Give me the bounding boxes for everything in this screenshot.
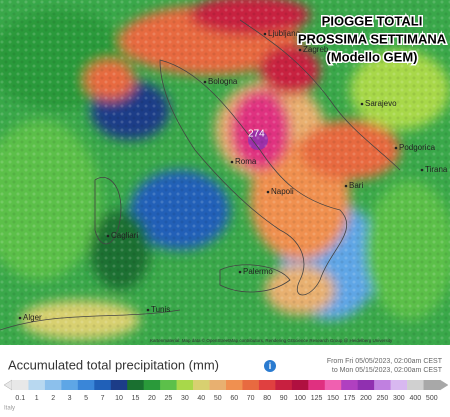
place-label: Cagliari [111, 231, 138, 240]
legend-title: Accumulated total precipitation (mm) [8, 357, 219, 372]
place-label: Zagreb [303, 45, 329, 54]
place-dot [106, 234, 110, 238]
place-dot [203, 80, 207, 84]
colorbar-segment [407, 380, 424, 390]
place-dot [18, 316, 22, 320]
colorbar-label: 70 [247, 395, 255, 402]
colorbar-label: 0.1 [15, 395, 25, 402]
colorbar-segment [127, 380, 144, 390]
info-icon[interactable] [264, 360, 276, 372]
colorbar-label: 50 [214, 395, 222, 402]
colorbar-label: 300 [393, 395, 405, 402]
colorbar-label: 200 [360, 395, 372, 402]
place-dot [238, 270, 242, 274]
place-dot [394, 146, 398, 150]
colorbar-label: 125 [311, 395, 323, 402]
colorbar-label: 175 [344, 395, 356, 402]
overlay-title: PIOGGE TOTALI PROSSIMA SETTIMANA (Modell… [296, 12, 448, 66]
place-label: Podgorica [399, 143, 436, 152]
place-dot [263, 32, 267, 36]
colorbar-segment [193, 380, 210, 390]
colorbar-label: 60 [230, 395, 238, 402]
place-label: Ljubljana [268, 29, 301, 38]
colorbar-segment [209, 380, 227, 390]
colorbar-segment [275, 380, 293, 390]
colorbar-segment [308, 380, 326, 390]
colorbar-label: 5 [84, 395, 88, 402]
colorbar-segment [357, 380, 375, 390]
colorbar-label: 7 [101, 395, 105, 402]
place-label: Roma [235, 157, 257, 166]
colorbar-label: 90 [280, 395, 288, 402]
colorbar-segment [341, 380, 358, 390]
place-label: Palermo [243, 267, 273, 276]
colorbar-label: 1 [35, 395, 39, 402]
colorbar-segment [12, 380, 29, 390]
colorbar-segment [423, 380, 441, 390]
colorbar-label: 250 [377, 395, 389, 402]
colorbar-segment [324, 380, 342, 390]
colorbar-segment [160, 380, 177, 390]
place-label: Bari [349, 181, 363, 190]
colorbar-segment [94, 380, 112, 390]
date-from: From Fri 05/05/2023, 02:00am CEST [327, 358, 443, 365]
colorbar-label: 15 [132, 395, 140, 402]
date-to: to Mon 05/15/2023, 02:00am CEST [332, 367, 443, 374]
place-label: Napoli [271, 187, 294, 196]
place-label: Sarajevo [365, 99, 397, 108]
footer-text: Italy [4, 406, 15, 412]
colorbar-segment [226, 380, 243, 390]
place-dot [230, 160, 234, 164]
colorbar-segment [291, 380, 309, 390]
colorbar-label: 25 [164, 395, 172, 402]
overlay-line: PIOGGE TOTALI [322, 13, 423, 28]
colorbar-segment [242, 380, 260, 390]
place-label: Alger [23, 313, 42, 322]
colorbar-segment [176, 380, 194, 390]
colorbar-segment [390, 380, 408, 390]
place-dot [298, 48, 302, 52]
colorbar-label: 80 [263, 395, 271, 402]
colorbar-segment [61, 380, 79, 390]
place-dot [146, 308, 150, 312]
colorbar-label: 500 [426, 395, 438, 402]
colorbar-segment [44, 380, 62, 390]
colorbar: 0.1 1 2 3 5 7 10 15 20 25 30 40 50 60 70 80 90 100 125 150 1… [3, 379, 449, 402]
place-label: Bologna [208, 77, 238, 86]
colorbar-label: 20 [148, 395, 156, 402]
colorbar-label: 10 [115, 395, 123, 402]
attribution: Kartenmaterial: Map data © OpenStreetMap… [150, 337, 393, 343]
peak-label: 274 [248, 129, 265, 140]
place-label: Tunis [151, 305, 170, 314]
colorbar-label: 40 [197, 395, 205, 402]
colorbar-label: 400 [409, 395, 421, 402]
colorbar-segment [143, 380, 161, 390]
place-dot [266, 190, 270, 194]
colorbar-label: 30 [181, 395, 189, 402]
overlay-line: (Modello GEM) [327, 49, 418, 64]
colorbar-segment [374, 380, 391, 390]
place-dot [344, 184, 348, 188]
legend: Accumulated total precipitation (mm) i F… [0, 345, 450, 412]
colorbar-label: 2 [51, 395, 55, 402]
colorbar-segment [77, 380, 95, 390]
colorbar-segment [258, 380, 276, 390]
info-icon-glyph: i [269, 361, 272, 371]
colorbar-label: 3 [68, 395, 72, 402]
colorbar-label: 150 [327, 395, 339, 402]
colorbar-segment [28, 380, 46, 390]
place-dot [360, 102, 364, 106]
colorbar-label: 100 [294, 395, 306, 402]
place-dot [420, 168, 424, 172]
overlay-line: PROSSIMA SETTIMANA [298, 31, 447, 46]
colorbar-segment [110, 380, 128, 390]
place-label: Tirana [425, 165, 448, 174]
